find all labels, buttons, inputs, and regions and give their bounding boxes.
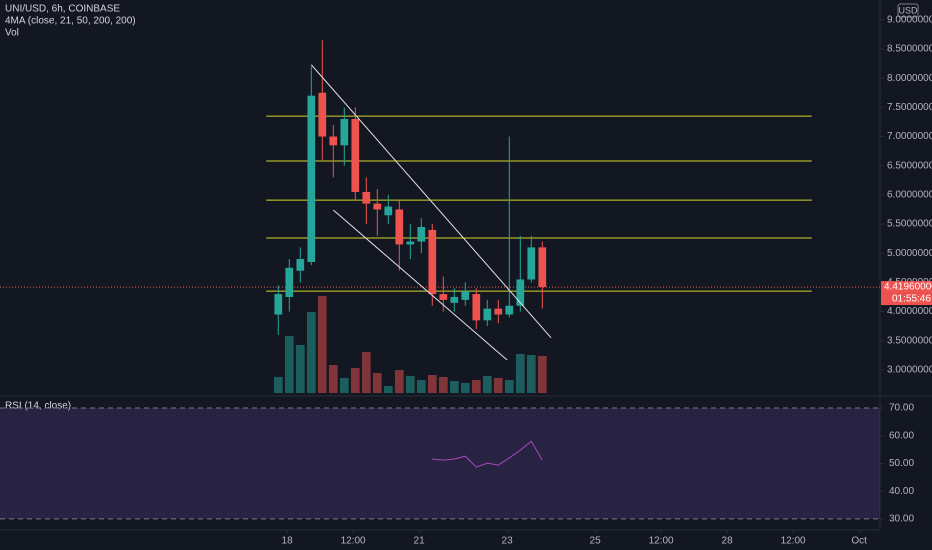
volume-bar xyxy=(383,386,393,393)
x-tick-label: 28 xyxy=(722,536,734,547)
candle-body xyxy=(340,119,349,146)
x-tick-label: 23 xyxy=(502,536,514,547)
x-tick-label: Oct xyxy=(851,536,867,547)
y-tick-label: 3.00000000 xyxy=(887,365,932,376)
rsi-band xyxy=(0,407,880,519)
candle-body xyxy=(538,247,547,288)
candle-body xyxy=(461,291,470,300)
candle-body xyxy=(483,308,492,321)
y-tick-label: 9.00000000 xyxy=(887,14,932,25)
candle-body xyxy=(329,136,338,146)
volume-bar xyxy=(372,373,382,393)
volume-bar xyxy=(537,356,547,393)
volume-bar xyxy=(526,355,536,393)
x-tick-label: 18 xyxy=(282,536,294,547)
volume-bar xyxy=(284,336,294,393)
candle-body xyxy=(505,305,514,315)
x-tick-label: 12:00 xyxy=(341,536,366,547)
candle-body xyxy=(362,191,371,204)
volume-bar xyxy=(350,368,360,393)
volume-bar xyxy=(438,377,448,393)
trendline xyxy=(310,64,552,339)
rsi-tick-label: 40.00 xyxy=(889,486,914,497)
candle-body xyxy=(439,294,448,300)
candle-body xyxy=(296,259,305,271)
currency: USD xyxy=(898,5,918,15)
candle-body xyxy=(307,95,316,262)
volume-bar xyxy=(361,352,371,393)
volume-bar xyxy=(504,380,514,393)
candle-body xyxy=(384,206,393,216)
y-tick-label: 6.50000000 xyxy=(887,160,932,171)
candle-body xyxy=(274,294,283,315)
candle-body xyxy=(395,209,404,245)
x-tick-label: 25 xyxy=(590,536,602,547)
candle-body xyxy=(318,92,327,137)
y-tick-label: 5.00000000 xyxy=(887,248,932,259)
volume-bar xyxy=(339,378,349,393)
rsi-tick-label: 60.00 xyxy=(889,430,914,441)
candle-body xyxy=(428,229,437,295)
volume-bar xyxy=(482,376,492,393)
countdown: 01:55:46 xyxy=(892,294,931,305)
candle-body xyxy=(285,267,294,297)
y-tick-label: 7.00000000 xyxy=(887,131,932,142)
candle-body xyxy=(373,203,382,210)
candle-body xyxy=(351,119,360,192)
trendline xyxy=(332,209,508,361)
volume-bar xyxy=(471,380,481,393)
rsi-tick-label: 50.00 xyxy=(889,458,914,469)
candle-body xyxy=(450,296,459,303)
volume-bar xyxy=(416,380,426,393)
indicator-label: 4MA (close, 21, 50, 200, 200) xyxy=(5,16,136,27)
volume-bar xyxy=(493,378,503,393)
x-tick-label: 21 xyxy=(414,536,426,547)
last-price-label: 4.41960000 xyxy=(884,282,932,293)
volume-bar xyxy=(405,376,415,393)
chart-title: UNI/USD, 6h, COINBASE xyxy=(5,4,120,15)
rsi-line xyxy=(432,440,543,468)
volume-bar xyxy=(328,365,338,393)
y-tick-label: 8.50000000 xyxy=(887,44,932,55)
volume-bar xyxy=(449,381,459,393)
y-tick-label: 6.00000000 xyxy=(887,190,932,201)
candle-body xyxy=(472,294,481,321)
candle-body xyxy=(417,226,426,242)
last-price-box xyxy=(881,281,932,294)
currency-box xyxy=(897,3,919,18)
rsi-tick-label: 70.00 xyxy=(889,403,914,414)
volume-bar xyxy=(273,377,283,393)
y-tick-label: 8.00000000 xyxy=(887,73,932,84)
volume-bar xyxy=(515,354,525,393)
volume-bar xyxy=(306,312,316,393)
volume-bar xyxy=(317,296,327,393)
volume-bar xyxy=(460,383,470,393)
y-tick-label: 3.50000000 xyxy=(887,335,932,346)
rsi-tick-label: 30.00 xyxy=(889,514,914,525)
y-tick-label: 7.50000000 xyxy=(887,102,932,113)
volume-bar xyxy=(295,345,305,393)
y-tick-label: 5.50000000 xyxy=(887,219,932,230)
rsi-label: RSI (14, close) xyxy=(5,401,71,412)
volume-bar xyxy=(394,370,404,393)
candle-body xyxy=(527,247,536,280)
y-tick-label: 4.00000000 xyxy=(887,306,932,317)
indicator-label: Vol xyxy=(5,28,19,39)
x-tick-label: 12:00 xyxy=(781,536,806,547)
candle-body xyxy=(406,241,415,245)
countdown-box xyxy=(881,293,932,306)
volume-bar xyxy=(427,375,437,393)
candle-body xyxy=(494,308,503,315)
candle-body xyxy=(516,279,525,306)
x-tick-label: 12:00 xyxy=(649,536,674,547)
